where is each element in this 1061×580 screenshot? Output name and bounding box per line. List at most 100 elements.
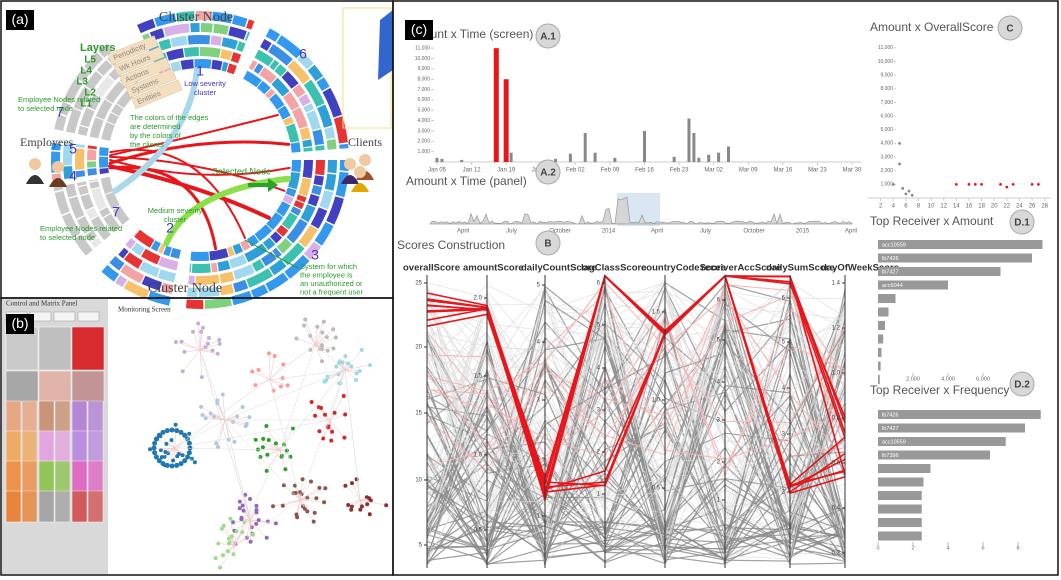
ring-segment bbox=[297, 53, 314, 70]
graph-node bbox=[367, 496, 372, 501]
score-line bbox=[426, 281, 846, 548]
cluster-number: 7 bbox=[56, 104, 64, 120]
person-head bbox=[344, 158, 356, 170]
score-line bbox=[426, 322, 846, 558]
matrix-tile bbox=[5, 460, 22, 493]
bar bbox=[878, 267, 1001, 276]
matrix-tile bbox=[71, 430, 88, 463]
pc-axis-name: dailySumScore bbox=[766, 263, 835, 274]
annotation: Low severity bbox=[184, 79, 226, 88]
ring-segment bbox=[233, 279, 249, 293]
ring-segment bbox=[292, 107, 308, 129]
graph-edge bbox=[314, 321, 324, 346]
point bbox=[967, 182, 971, 186]
view-title: Amount x Time (screen) bbox=[406, 27, 533, 41]
graph-node bbox=[281, 362, 286, 367]
ring-segment bbox=[103, 213, 121, 233]
graph-edge bbox=[266, 449, 281, 472]
ring-segment bbox=[339, 143, 349, 149]
graph-edge bbox=[202, 414, 226, 421]
matrix-tile bbox=[71, 326, 105, 371]
graph-node bbox=[250, 369, 255, 374]
ring-segment bbox=[62, 212, 81, 238]
graph-edge bbox=[161, 447, 176, 458]
pc-tick-label: 1.4 bbox=[832, 281, 841, 287]
graph-node bbox=[227, 540, 232, 545]
pc-tick-label: 6 bbox=[597, 281, 601, 287]
bar bbox=[878, 423, 1025, 433]
graph-node bbox=[173, 422, 178, 427]
graph-node bbox=[237, 499, 242, 504]
view-badge-label: C bbox=[1006, 24, 1013, 35]
graph-node bbox=[240, 530, 245, 535]
graph-node bbox=[264, 424, 269, 428]
x-tick-label: Jan 05 bbox=[428, 168, 447, 174]
graph-edge bbox=[252, 371, 271, 381]
person-body bbox=[26, 175, 44, 184]
ring-segment bbox=[298, 177, 312, 197]
graph-node bbox=[261, 436, 266, 441]
graph-node bbox=[182, 432, 188, 438]
graph-node bbox=[309, 400, 314, 404]
score-line bbox=[426, 329, 846, 558]
ring-segment bbox=[154, 13, 177, 27]
x-tick-label: Feb 09 bbox=[601, 168, 620, 174]
score-line bbox=[426, 284, 846, 543]
graph-edge bbox=[344, 364, 371, 371]
graph-edge bbox=[269, 379, 282, 387]
graph-node bbox=[329, 438, 334, 443]
y-tick-label: 1,000 bbox=[417, 149, 430, 155]
graph-node bbox=[217, 338, 222, 342]
graph-edge bbox=[344, 349, 362, 371]
ring-segment bbox=[100, 176, 114, 194]
graph-node bbox=[214, 441, 219, 446]
annotation: cluster bbox=[164, 215, 187, 224]
pc-tick-label: 5 bbox=[537, 283, 541, 289]
employees-label: Employees bbox=[20, 135, 74, 149]
ring-segment bbox=[324, 126, 336, 140]
graph-edge bbox=[255, 379, 271, 386]
graph-node bbox=[164, 441, 169, 446]
bar bbox=[878, 348, 882, 357]
graph-node bbox=[199, 404, 204, 409]
score-line bbox=[426, 282, 846, 565]
ring-segment bbox=[204, 296, 232, 309]
x-tick-label: 12 bbox=[940, 204, 947, 210]
bar bbox=[878, 531, 922, 541]
graph-node bbox=[308, 333, 313, 338]
y-tick-label: 8,000 bbox=[417, 77, 430, 83]
bar bbox=[878, 240, 1043, 249]
score-line bbox=[426, 461, 846, 561]
ring-segment bbox=[195, 274, 220, 285]
ring-segment bbox=[85, 230, 98, 242]
ring-segment bbox=[312, 129, 324, 146]
y-tick-label: 10,000 bbox=[878, 59, 894, 65]
graph-node bbox=[216, 445, 220, 449]
score-line bbox=[426, 284, 846, 550]
bar bbox=[583, 133, 587, 162]
panel-label-box bbox=[405, 20, 433, 40]
ring-segment bbox=[262, 237, 276, 250]
ring-segment bbox=[58, 101, 72, 116]
graph-node bbox=[323, 486, 328, 491]
ring-segment bbox=[221, 37, 238, 50]
graph-edge bbox=[246, 519, 251, 538]
graph-edge bbox=[348, 499, 361, 506]
ring-segment bbox=[191, 263, 211, 274]
graph-node bbox=[300, 477, 305, 482]
graph-edge bbox=[267, 449, 281, 456]
x-tick-label: 4 bbox=[892, 204, 896, 210]
score-line bbox=[426, 317, 846, 520]
y-tick-label: 11,000 bbox=[878, 45, 893, 51]
ring-segment bbox=[150, 240, 161, 252]
graph-node bbox=[240, 405, 245, 409]
annotation: The colors of the edges bbox=[130, 113, 209, 122]
x-tick-label: 2015 bbox=[796, 229, 810, 235]
y-tick-label: 9,000 bbox=[880, 72, 893, 78]
bar bbox=[672, 156, 676, 162]
x-tick-label: 4 bbox=[946, 545, 949, 551]
graph-edge bbox=[224, 419, 235, 443]
graph-node bbox=[271, 504, 275, 509]
pc-tick-label: 2.0 bbox=[474, 296, 483, 302]
